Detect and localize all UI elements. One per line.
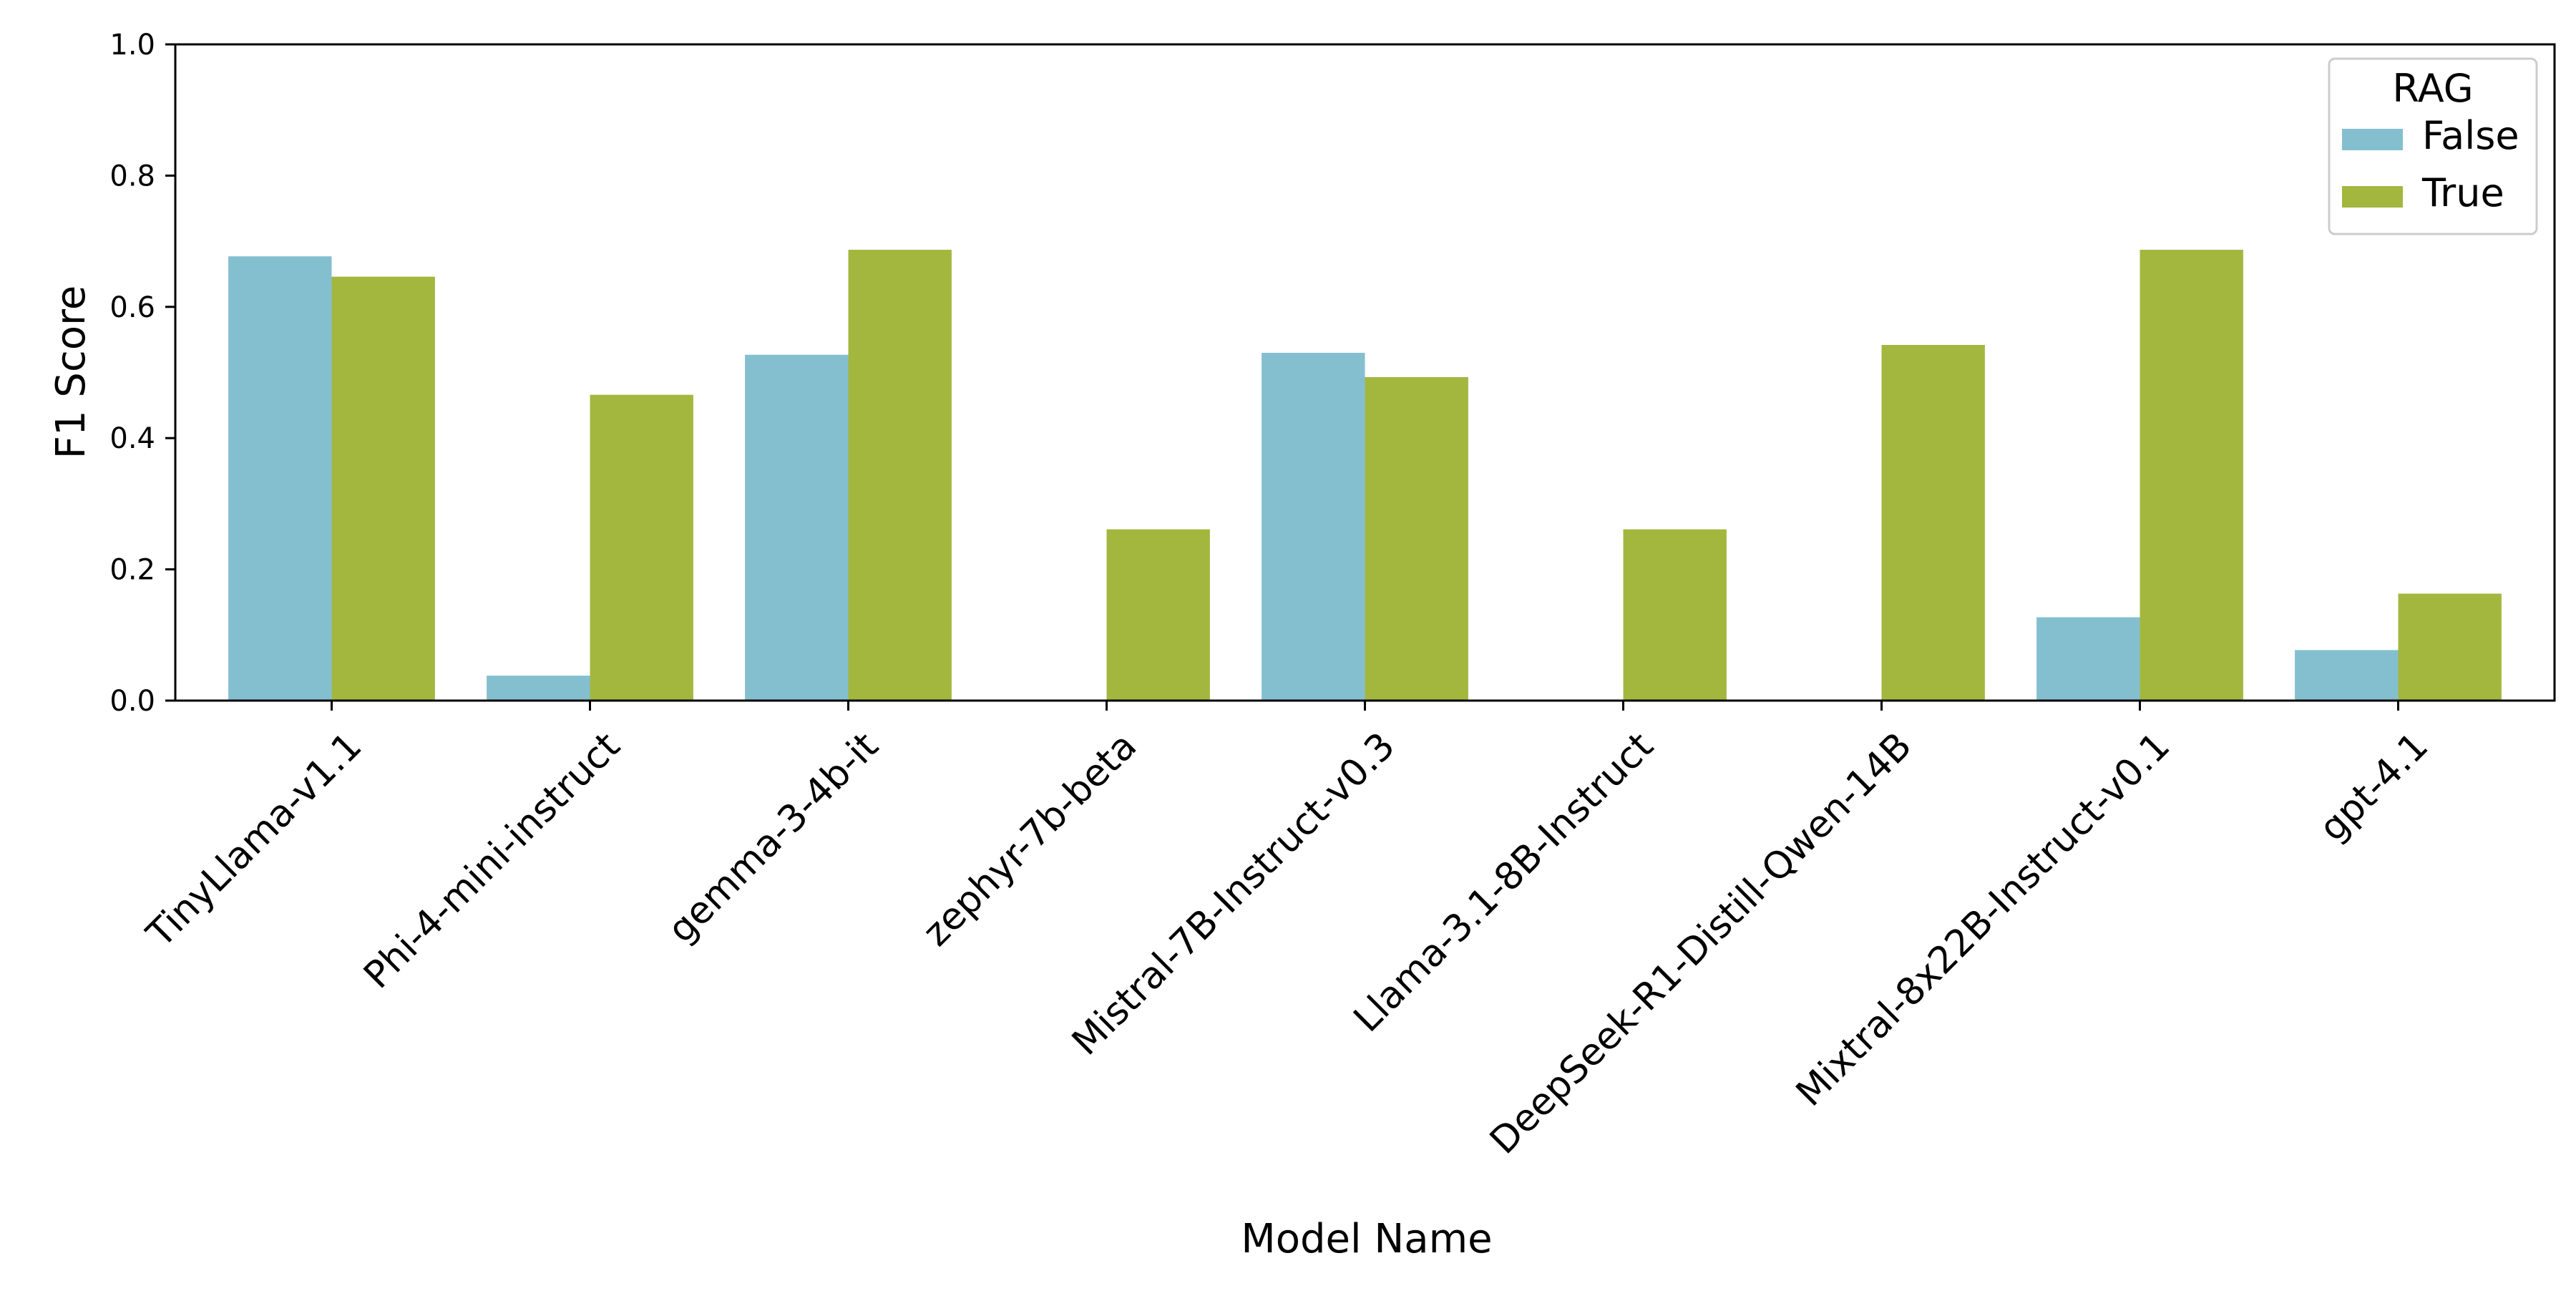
bar-true-8 <box>2398 593 2502 701</box>
y-axis-label: F1 Score <box>48 286 94 459</box>
bar-true-4 <box>1365 376 1468 701</box>
x-tick-label: zephyr-7b-beta <box>915 724 1146 955</box>
y-axis: 0.0 0.2 0.4 0.6 0.8 1.0 <box>109 29 175 718</box>
bar-true-3 <box>1106 529 1210 701</box>
x-tick-label: Llama-3.1-8B-Instruct <box>1346 724 1662 1041</box>
bar-false-0 <box>228 256 332 701</box>
bar-true-5 <box>1623 529 1727 701</box>
bar-false-8 <box>2295 650 2399 701</box>
bar-true-2 <box>848 250 952 701</box>
x-tick-label: Phi-4-mini-instruct <box>356 724 628 997</box>
legend-title: RAG <box>2392 66 2473 111</box>
x-tick-label: gpt-4.1 <box>2311 724 2436 849</box>
bar-true-6 <box>1881 344 1985 701</box>
x-tick-label: DeepSeek-R1-Distill-Qwen-14B <box>1482 724 1920 1162</box>
legend-label-true: True <box>2421 170 2504 215</box>
bar-false-7 <box>2036 617 2140 701</box>
y-tick-label: 0.8 <box>109 160 155 193</box>
legend: RAG False True <box>2328 57 2538 235</box>
legend-label-false: False <box>2422 113 2519 158</box>
x-tick-label: gemma-3-4b-it <box>660 724 887 951</box>
bar-false-2 <box>745 354 849 701</box>
x-axis-label: Model Name <box>1241 1216 1492 1262</box>
y-tick-label: 0.0 <box>109 685 155 718</box>
y-tick-label: 0.2 <box>109 554 155 587</box>
legend-swatch-false <box>2342 129 2403 150</box>
legend-items: False True <box>2342 113 2519 215</box>
y-tick-label: 0.4 <box>109 422 155 455</box>
bar-false-4 <box>1262 352 1365 701</box>
y-tick-label: 0.6 <box>109 291 155 324</box>
bar-true-0 <box>331 276 435 701</box>
bar-false-1 <box>487 676 590 701</box>
y-tick-label: 1.0 <box>109 29 155 62</box>
bars-layer <box>228 250 2502 701</box>
bar-true-7 <box>2140 250 2243 701</box>
bar-true-1 <box>590 394 693 701</box>
legend-swatch-true <box>2342 186 2403 208</box>
x-tick-label: TinyLlama-v1.1 <box>138 724 370 956</box>
